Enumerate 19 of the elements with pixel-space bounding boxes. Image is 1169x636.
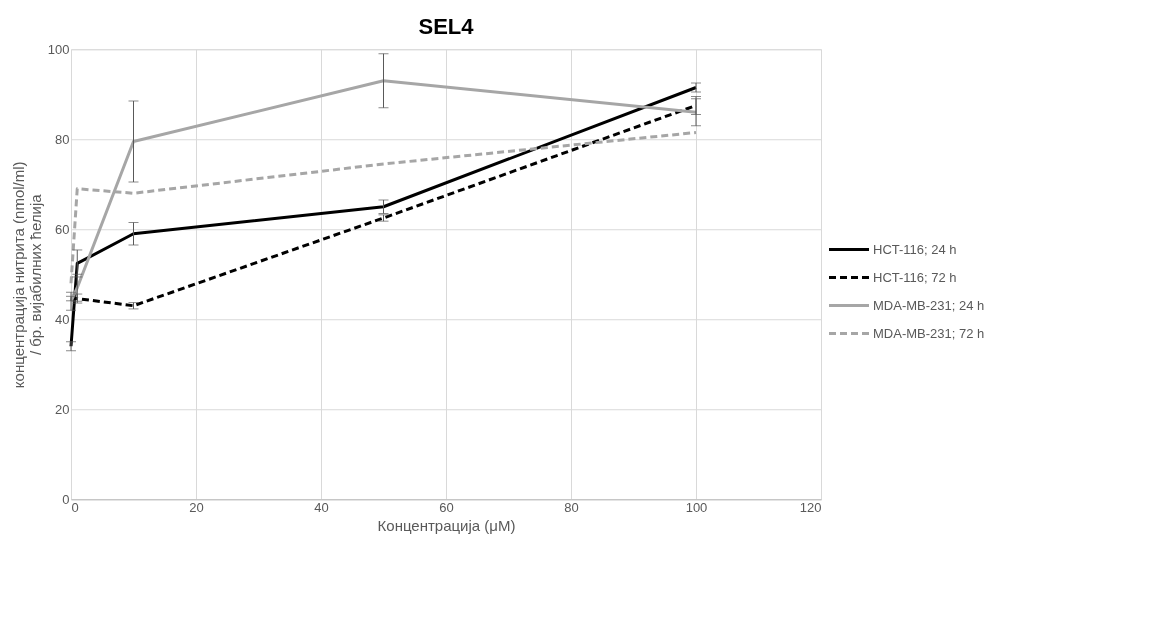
x-tick-label: 60 — [439, 499, 454, 515]
legend-label: MDA-MB-231; 24 h — [873, 297, 985, 313]
legend-label: HCT-116; 72 h — [873, 269, 957, 285]
y-tick-label: 80 — [55, 131, 70, 147]
x-tick-label: 20 — [189, 499, 204, 515]
x-tick-label: 80 — [564, 499, 579, 515]
y-tick-label: 100 — [47, 41, 70, 57]
legend-label: HCT-116; 24 h — [873, 241, 957, 257]
y-tick-label: 40 — [55, 311, 70, 327]
y-tick-label: 60 — [55, 221, 70, 237]
x-tick-label: 100 — [685, 499, 708, 515]
line-series — [69, 86, 698, 348]
x-axis-title: Концентрација (μM) — [377, 516, 516, 534]
y-tick-label: 20 — [55, 401, 70, 417]
x-tick-label: 40 — [314, 499, 329, 515]
x-tick-label: 120 — [799, 499, 822, 515]
legend-label: MDA-MB-231; 72 h — [873, 325, 985, 341]
chart-title: SEL4 — [418, 14, 475, 40]
y-axis-title: концентрација нитрита (nmol/ml) / бр. вијабилних ћелија — [9, 161, 44, 389]
